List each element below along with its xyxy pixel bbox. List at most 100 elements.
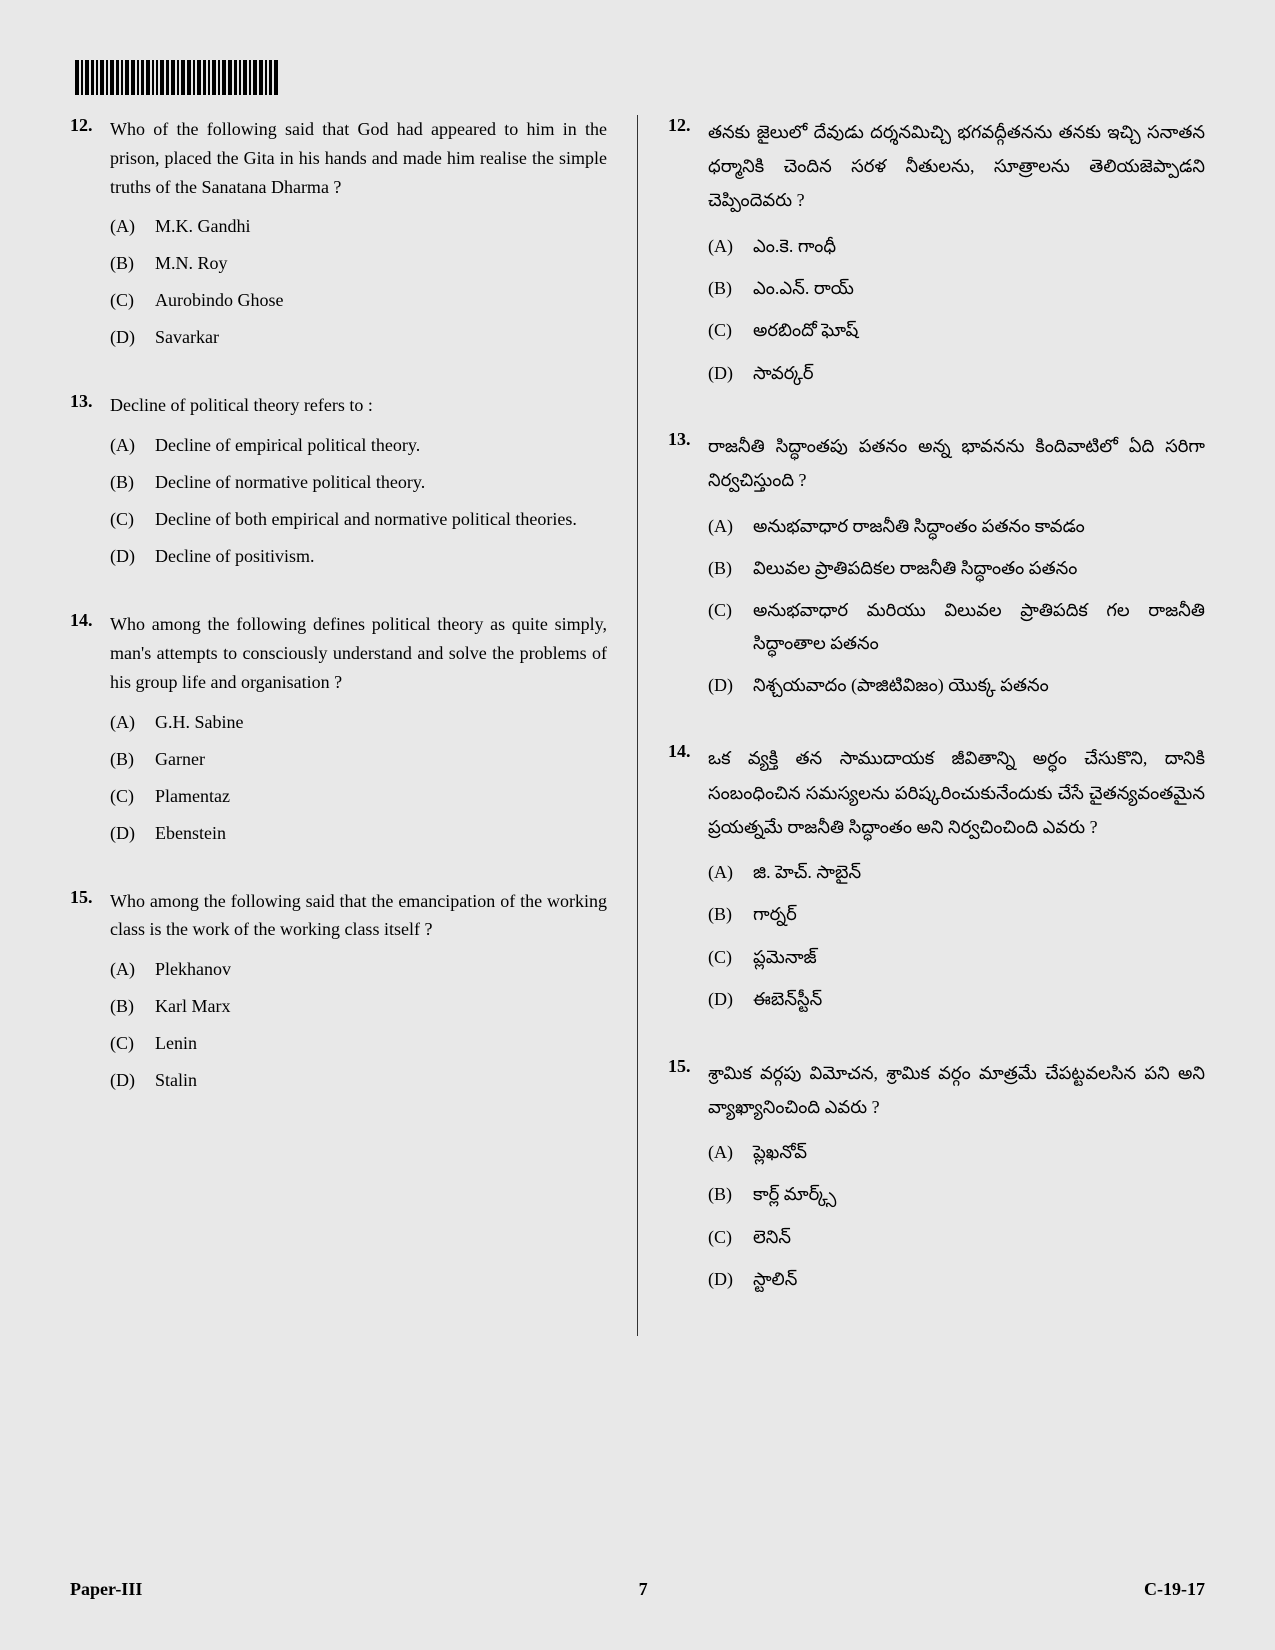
option-text: Plekhanov	[155, 956, 607, 983]
footer-page-number: 7	[639, 1579, 648, 1600]
option-text: ఎం.ఎన్. రాయ్	[753, 272, 1205, 304]
option: (B)Decline of normative political theory…	[110, 469, 607, 496]
options-list: (A)G.H. Sabine(B)Garner(C)Plamentaz(D)Eb…	[110, 709, 607, 847]
option-label: (A)	[110, 956, 155, 983]
option: (C)Lenin	[110, 1030, 607, 1057]
option-label: (B)	[110, 469, 155, 496]
option-text: M.K. Gandhi	[155, 213, 607, 240]
option-label: (C)	[110, 287, 155, 314]
question-body: Who among the following defines politica…	[110, 610, 607, 856]
question: 14.ఒక వ్యక్తి తన సాముదాయక జీవితాన్ని అర్…	[668, 741, 1205, 1025]
option-label: (B)	[708, 1178, 753, 1210]
option-label: (C)	[110, 1030, 155, 1057]
option: (B)Garner	[110, 746, 607, 773]
option: (D)సావర్కర్	[708, 357, 1205, 389]
option-text: Lenin	[155, 1030, 607, 1057]
footer-paper-label: Paper-III	[70, 1579, 142, 1600]
option-label: (D)	[110, 1067, 155, 1094]
question-text: ఒక వ్యక్తి తన సాముదాయక జీవితాన్ని అర్ధం …	[708, 741, 1205, 844]
question-number: 13.	[70, 391, 110, 412]
question-text: Who among the following defines politica…	[110, 610, 607, 696]
column-divider	[637, 115, 638, 1336]
option-text: విలువల ప్రాతిపదికల రాజనీతి సిద్ధాంతం పతన…	[753, 552, 1205, 584]
option-label: (C)	[110, 506, 155, 533]
option-text: Decline of normative political theory.	[155, 469, 607, 496]
option: (A)ప్లెఖనోవ్	[708, 1136, 1205, 1168]
option: (C)Decline of both empirical and normati…	[110, 506, 607, 533]
option-label: (D)	[708, 357, 753, 389]
question: 14.Who among the following defines polit…	[70, 610, 607, 856]
options-list: (A)ఎం.కె. గాంధీ(B)ఎం.ఎన్. రాయ్(C)అరబిందో…	[708, 230, 1205, 390]
options-list: (A)ప్లెఖనోవ్(B)కార్ల్ మార్క్స్(C)లెనిన్(…	[708, 1136, 1205, 1296]
option-label: (D)	[110, 543, 155, 570]
question: 12.తనకు జైలులో దేవుడు దర్శనమిచ్చి భగవద్గ…	[668, 115, 1205, 399]
option: (D)Savarkar	[110, 324, 607, 351]
option-text: Savarkar	[155, 324, 607, 351]
option-label: (A)	[110, 213, 155, 240]
question-text: Who among the following said that the em…	[110, 887, 607, 945]
option: (D)స్టాలిన్	[708, 1263, 1205, 1295]
option-text: నిశ్చయవాదం (పాజిటివిజం) యొక్క పతనం	[753, 669, 1205, 701]
option-text: Garner	[155, 746, 607, 773]
question-text: Decline of political theory refers to :	[110, 391, 607, 420]
option: (A)Plekhanov	[110, 956, 607, 983]
question-number: 14.	[70, 610, 110, 631]
page-footer: Paper-III 7 C-19-17	[70, 1579, 1205, 1600]
option: (B)విలువల ప్రాతిపదికల రాజనీతి సిద్ధాంతం …	[708, 552, 1205, 584]
question-body: శ్రామిక వర్గపు విమోచన, శ్రామిక వర్గం మాత…	[708, 1056, 1205, 1306]
option-text: అనుభవాధార రాజనీతి సిద్ధాంతం పతనం కావడం	[753, 510, 1205, 542]
option: (D)నిశ్చయవాదం (పాజిటివిజం) యొక్క పతనం	[708, 669, 1205, 701]
question: 15.Who among the following said that the…	[70, 887, 607, 1105]
option: (C)Plamentaz	[110, 783, 607, 810]
options-list: (A)అనుభవాధార రాజనీతి సిద్ధాంతం పతనం కావడ…	[708, 510, 1205, 702]
question-text: రాజనీతి సిద్ధాంతపు పతనం అన్న భావనను కింద…	[708, 429, 1205, 497]
option: (B)గార్నర్	[708, 898, 1205, 930]
option-text: Aurobindo Ghose	[155, 287, 607, 314]
option-text: స్టాలిన్	[753, 1263, 1205, 1295]
option-text: ప్లెఖనోవ్	[753, 1136, 1205, 1168]
question-body: Decline of political theory refers to : (…	[110, 391, 607, 580]
option-label: (B)	[110, 746, 155, 773]
question-number: 12.	[70, 115, 110, 136]
question-number: 12.	[668, 115, 708, 136]
question: 15.శ్రామిక వర్గపు విమోచన, శ్రామిక వర్గం …	[668, 1056, 1205, 1306]
option-text: Decline of empirical political theory.	[155, 432, 607, 459]
option: (A)ఎం.కె. గాంధీ	[708, 230, 1205, 262]
question-body: తనకు జైలులో దేవుడు దర్శనమిచ్చి భగవద్గీతన…	[708, 115, 1205, 399]
question-body: Who among the following said that the em…	[110, 887, 607, 1105]
option-text: ఎం.కె. గాంధీ	[753, 230, 1205, 262]
option: (C)Aurobindo Ghose	[110, 287, 607, 314]
option-text: Stalin	[155, 1067, 607, 1094]
question-body: రాజనీతి సిద్ధాంతపు పతనం అన్న భావనను కింద…	[708, 429, 1205, 711]
option-text: అనుభవాధార మరియు విలువల ప్రాతిపదిక గల రాజ…	[753, 594, 1205, 659]
question: 13.రాజనీతి సిద్ధాంతపు పతనం అన్న భావనను క…	[668, 429, 1205, 711]
option-label: (B)	[708, 898, 753, 930]
question-number: 15.	[668, 1056, 708, 1077]
option-label: (A)	[708, 230, 753, 262]
option-label: (A)	[708, 856, 753, 888]
option: (D)Decline of positivism.	[110, 543, 607, 570]
question-body: Who of the following said that God had a…	[110, 115, 607, 361]
option: (A)అనుభవాధార రాజనీతి సిద్ధాంతం పతనం కావడ…	[708, 510, 1205, 542]
option-text: Decline of positivism.	[155, 543, 607, 570]
option-text: ప్లమెనాజ్	[753, 941, 1205, 973]
option-text: G.H. Sabine	[155, 709, 607, 736]
option-text: సావర్కర్	[753, 357, 1205, 389]
option-text: M.N. Roy	[155, 250, 607, 277]
question: 12.Who of the following said that God ha…	[70, 115, 607, 361]
option-text: ఈబెన్‌స్టీన్	[753, 983, 1205, 1015]
content-area: 12.Who of the following said that God ha…	[70, 115, 1205, 1336]
option: (C)అనుభవాధార మరియు విలువల ప్రాతిపదిక గల …	[708, 594, 1205, 659]
option-label: (A)	[708, 510, 753, 542]
option-label: (A)	[110, 709, 155, 736]
option-text: కార్ల్ మార్క్స్	[753, 1178, 1205, 1210]
question-number: 14.	[668, 741, 708, 762]
option: (D)Stalin	[110, 1067, 607, 1094]
option: (C)అరబిందో ఘోష్	[708, 314, 1205, 346]
option: (B)ఎం.ఎన్. రాయ్	[708, 272, 1205, 304]
option: (A)G.H. Sabine	[110, 709, 607, 736]
option-text: Karl Marx	[155, 993, 607, 1020]
option-label: (B)	[708, 272, 753, 304]
option-text: లెనిన్	[753, 1221, 1205, 1253]
option-label: (B)	[708, 552, 753, 584]
